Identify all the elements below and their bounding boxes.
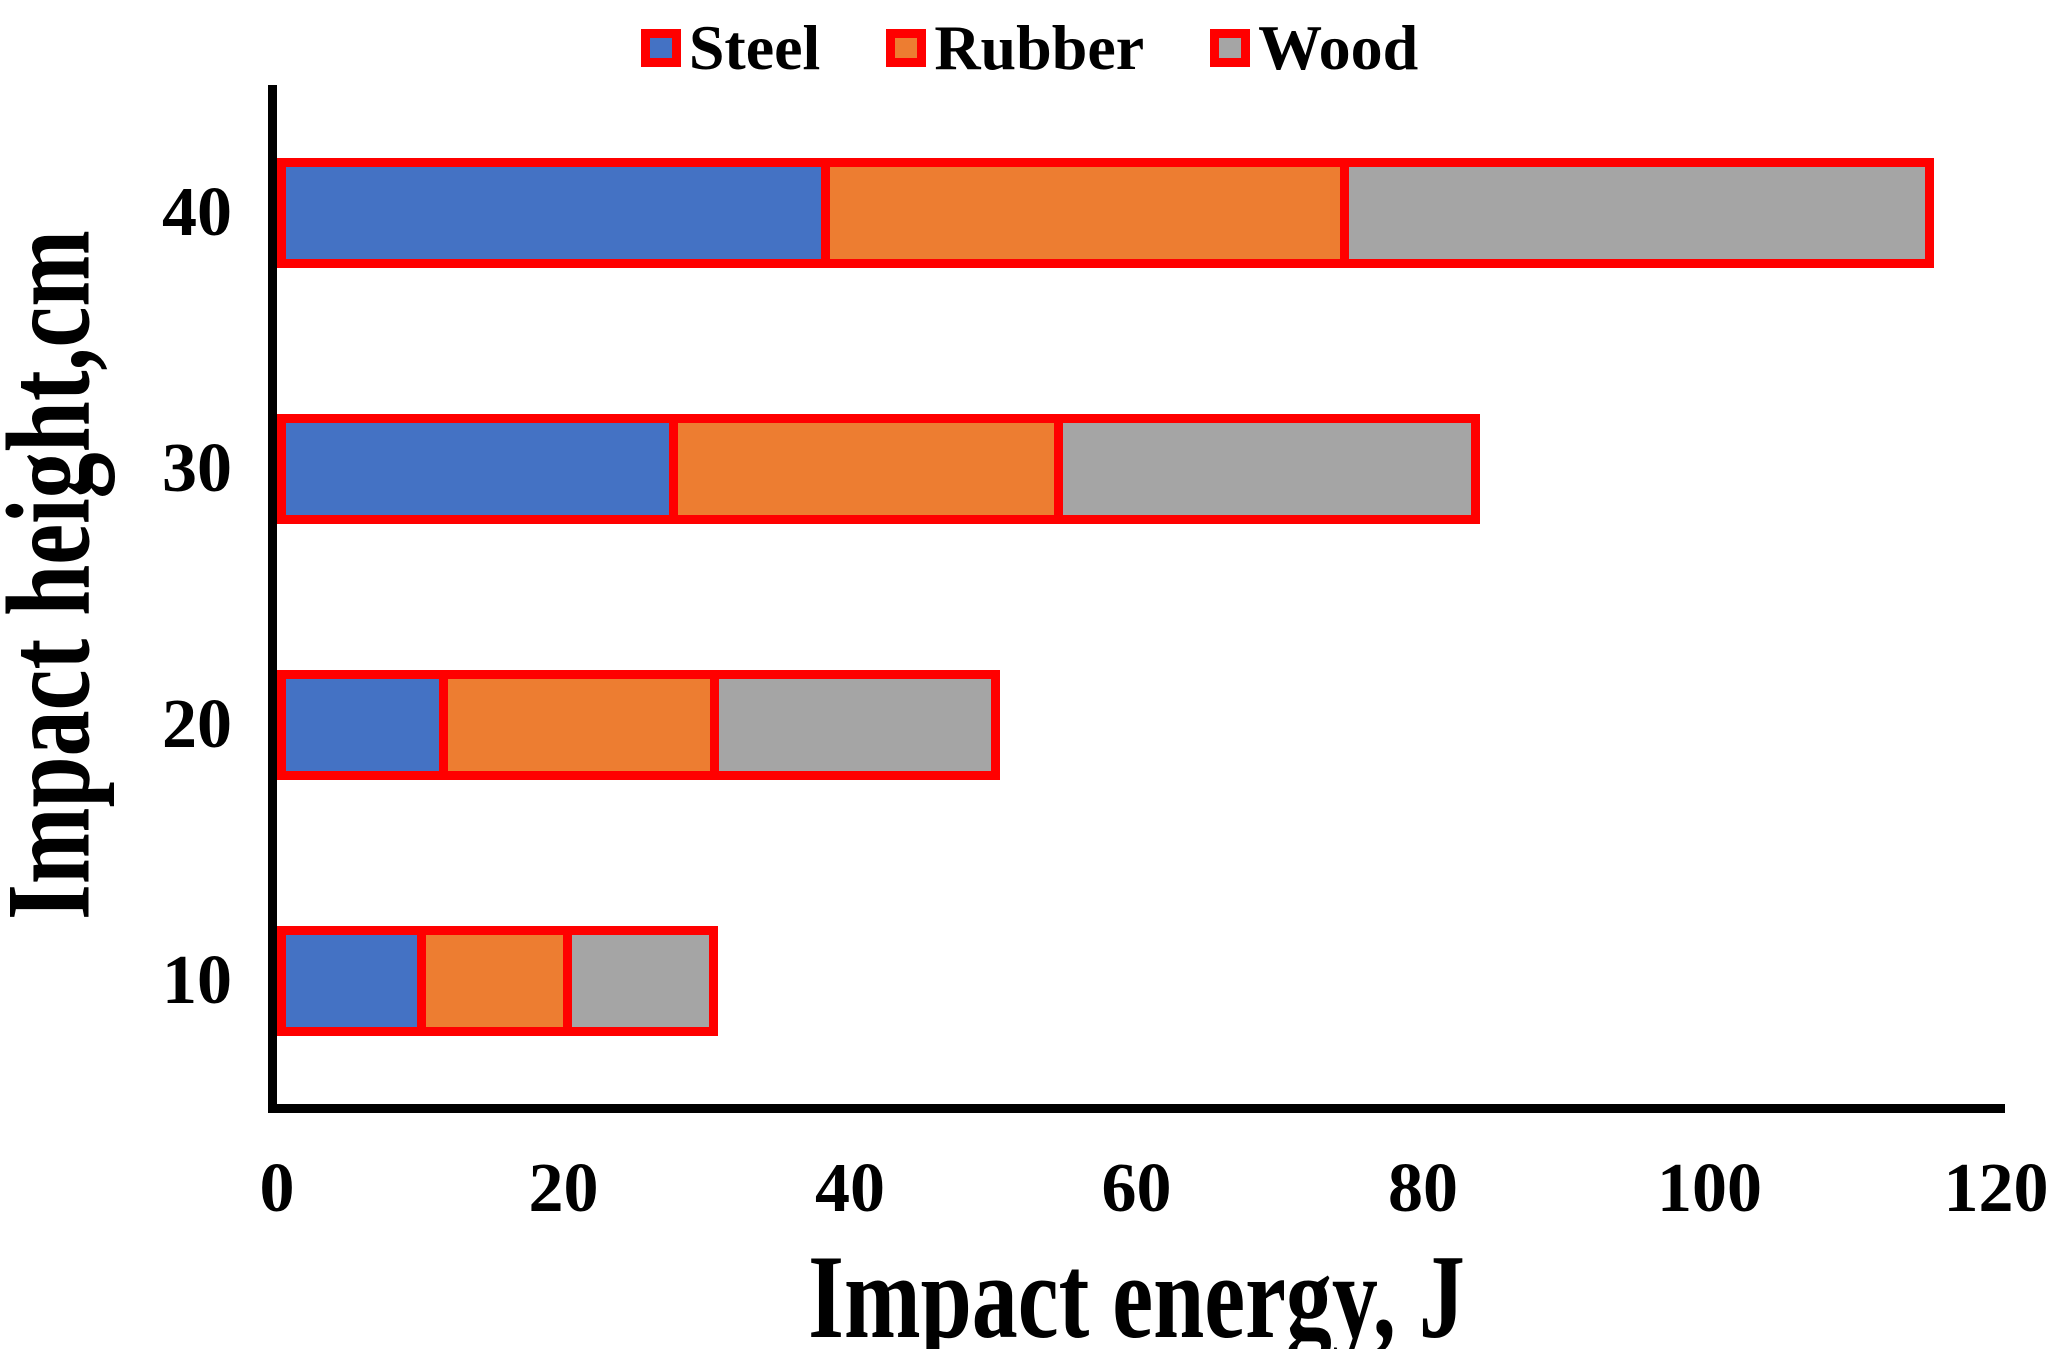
bar-segment-steel-30 bbox=[286, 423, 679, 515]
legend-swatch-steel-icon bbox=[640, 29, 681, 67]
legend-swatch-wood-icon bbox=[1210, 29, 1251, 67]
y-tick-label-20: 20 bbox=[162, 686, 232, 763]
x-tick-label-120: 120 bbox=[1943, 1150, 2049, 1227]
y-tick-label-30: 30 bbox=[162, 430, 232, 507]
legend-label-steel: Steel bbox=[688, 12, 821, 83]
legend-swatch-rubber-icon bbox=[886, 29, 927, 67]
x-tick-label-0: 0 bbox=[259, 1150, 295, 1227]
bar-segment-steel-10 bbox=[286, 935, 427, 1027]
bar-segment-rubber-30 bbox=[678, 423, 1064, 515]
y-axis-title: Impact height,cm bbox=[0, 230, 115, 920]
bar-segment-rubber-10 bbox=[426, 935, 572, 1027]
x-tick-label-60: 60 bbox=[1101, 1150, 1172, 1227]
legend-label-rubber: Rubber bbox=[934, 12, 1145, 83]
bar-row-10 bbox=[277, 926, 719, 1036]
x-tick-label-80: 80 bbox=[1388, 1150, 1458, 1227]
bar-segment-wood-40 bbox=[1348, 167, 1926, 259]
bar-segment-wood-20 bbox=[719, 679, 992, 771]
bar-segment-wood-30 bbox=[1063, 423, 1472, 515]
legend: Steel Rubber Wood bbox=[0, 6, 2059, 90]
legend-item-wood: Wood bbox=[1210, 8, 1418, 88]
bar-segment-steel-40 bbox=[286, 167, 831, 259]
legend-item-rubber: Rubber bbox=[886, 8, 1144, 88]
bar-row-20 bbox=[277, 670, 1001, 780]
x-tick-label-40: 40 bbox=[815, 1150, 885, 1227]
x-axis-line bbox=[268, 1104, 2005, 1113]
x-tick-label-100: 100 bbox=[1657, 1150, 1762, 1227]
x-axis-title: Impact energy, J bbox=[808, 1230, 1465, 1349]
y-tick-label-10: 10 bbox=[162, 942, 232, 1019]
legend-label-wood: Wood bbox=[1258, 12, 1419, 83]
y-tick-label-40: 40 bbox=[162, 174, 232, 251]
bar-row-40 bbox=[277, 158, 1935, 268]
bar-segment-steel-20 bbox=[286, 679, 449, 771]
bar-segment-rubber-20 bbox=[448, 679, 720, 771]
bar-segment-wood-10 bbox=[571, 935, 710, 1027]
legend-item-steel: Steel bbox=[640, 8, 821, 88]
y-axis-line bbox=[268, 85, 277, 1113]
bar-segment-rubber-40 bbox=[830, 167, 1349, 259]
bar-row-30 bbox=[277, 414, 1481, 524]
x-tick-label-20: 20 bbox=[528, 1150, 599, 1227]
